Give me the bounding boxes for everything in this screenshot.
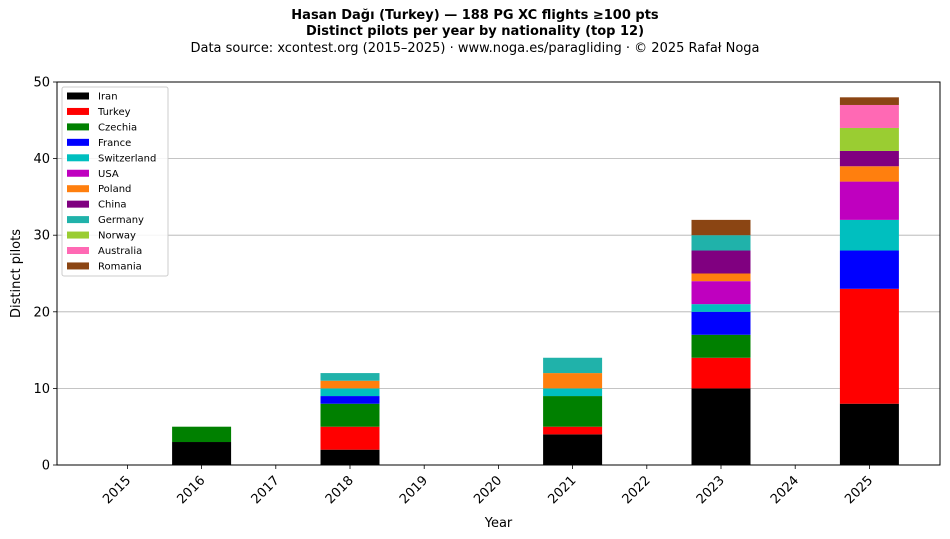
bar-segment — [691, 250, 751, 274]
bar-segment — [543, 373, 603, 389]
bar-segment — [839, 127, 899, 151]
bar-segment — [691, 311, 751, 335]
legend-label: China — [98, 200, 127, 211]
legend: Iran Turkey Czechia France Switzerland USA Pol… — [61, 86, 169, 277]
x-tick-label: 2023 — [694, 473, 728, 507]
grid-lines — [57, 158, 940, 389]
y-tick-label: 50 — [33, 76, 50, 91]
x-tick-label: 2021 — [545, 473, 579, 507]
bar-segment — [839, 288, 899, 404]
bar-segment — [839, 181, 899, 220]
legend-label: Iran — [98, 92, 118, 103]
bar-segment — [320, 380, 380, 389]
bar-segment — [320, 396, 380, 404]
legend-swatch — [67, 262, 89, 270]
y-tick-label: 30 — [33, 229, 50, 244]
y-axis-label: Distinct pilots — [9, 229, 24, 318]
legend-swatch — [67, 92, 89, 100]
x-axis-label: Year — [484, 516, 513, 531]
bar-segment — [543, 388, 603, 397]
x-tick-label: 2019 — [397, 473, 431, 507]
bar-segment — [839, 403, 899, 465]
x-tick-label: 2025 — [842, 473, 876, 507]
x-tick-label: 2024 — [768, 473, 802, 507]
plot-frame — [56, 81, 941, 466]
legend-label: Switzerland — [98, 153, 156, 164]
bar-segment — [839, 219, 899, 251]
bars-group — [172, 97, 899, 465]
y-tick-label: 20 — [33, 305, 50, 320]
bar-segment — [839, 166, 899, 182]
legend-label: USA — [98, 169, 119, 180]
legend-swatch — [67, 123, 89, 131]
legend-swatch — [67, 169, 89, 177]
bar-segment — [320, 373, 380, 381]
bar-segment — [320, 403, 380, 427]
x-tick-label: 2018 — [323, 473, 357, 507]
legend-swatch — [67, 185, 89, 193]
legend-label: Romania — [98, 261, 142, 272]
x-tick-label: 2016 — [174, 473, 208, 507]
y-axis: 0 10 20 30 40 50 — [33, 76, 57, 474]
legend-label: Turkey — [97, 107, 131, 118]
bar-segment — [691, 304, 751, 312]
bar-segment — [839, 104, 899, 128]
x-tick-label: 2022 — [620, 473, 654, 507]
legend-label: Germany — [98, 215, 144, 226]
legend-label: Norway — [98, 231, 136, 242]
bar-segment — [691, 273, 751, 282]
bar-segment — [172, 426, 232, 443]
bar-segment — [839, 150, 899, 167]
chart-titles: Hasan Dağı (Turkey) — 188 PG XC flights … — [0, 8, 950, 58]
legend-swatch — [67, 138, 89, 146]
bar-segment — [543, 434, 603, 465]
x-tick-label: 2017 — [249, 473, 283, 507]
bar-segment — [691, 388, 751, 465]
bar-segment — [543, 357, 603, 374]
legend-label: Australia — [98, 246, 142, 257]
y-tick-label: 10 — [33, 382, 50, 397]
bar-segment — [691, 235, 751, 251]
bar-segment — [320, 388, 380, 397]
bar-segment — [691, 281, 751, 305]
bar-segment — [543, 396, 603, 427]
chart-title: Hasan Dağı (Turkey) — 188 PG XC flights … — [291, 8, 659, 23]
legend-label: Poland — [98, 184, 131, 195]
y-tick-label: 40 — [33, 152, 50, 167]
x-tick-label: 2015 — [100, 473, 134, 507]
legend-swatch — [67, 216, 89, 224]
legend-swatch — [67, 154, 89, 162]
y-tick-label: 0 — [42, 459, 50, 474]
bar-segment — [691, 334, 751, 358]
legend-swatch — [67, 231, 89, 239]
bar-segment — [839, 97, 899, 105]
legend-swatch — [67, 107, 89, 115]
bar-segment — [839, 250, 899, 289]
chart-subtitle: Distinct pilots per year by nationality … — [305, 24, 645, 39]
bar-segment — [172, 442, 232, 465]
bar-segment — [320, 426, 380, 450]
legend-label: Czechia — [98, 122, 137, 133]
bar-segment — [543, 426, 603, 435]
chart-source: Data source: xcontest.org (2015–2025) · … — [190, 41, 760, 56]
legend-box — [61, 86, 169, 277]
x-axis: 2015 2016 2017 2018 2019 2020 2021 2022 2023 2024… — [100, 465, 876, 507]
bar-segment — [320, 449, 380, 465]
x-tick-label: 2020 — [471, 473, 505, 507]
legend-swatch — [67, 200, 89, 208]
legend-label: France — [98, 138, 131, 149]
legend-swatch — [67, 247, 89, 254]
bar-segment — [691, 357, 751, 389]
bar-segment — [691, 219, 751, 236]
